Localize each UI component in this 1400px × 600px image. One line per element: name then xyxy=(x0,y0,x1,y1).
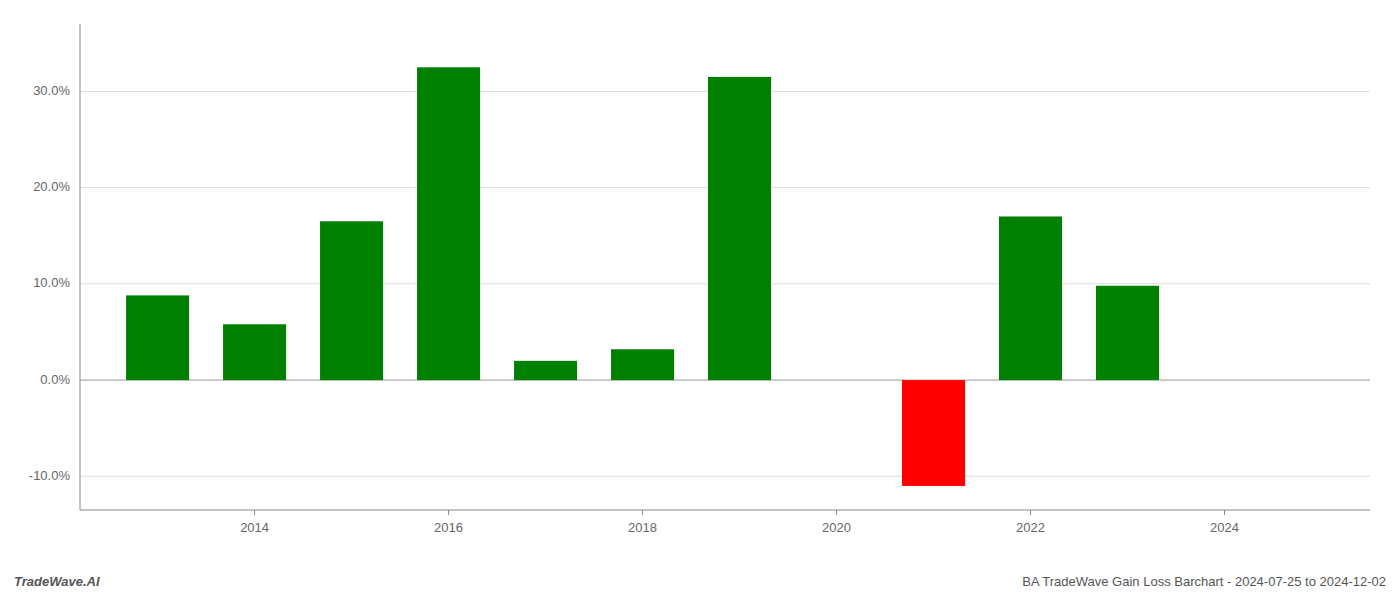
x-tick xyxy=(642,510,643,515)
y-tick-label: 30.0% xyxy=(33,83,70,98)
grid-line xyxy=(80,476,1370,477)
x-tick xyxy=(1030,510,1031,515)
y-axis-line xyxy=(80,24,81,510)
y-tick-label: 0.0% xyxy=(40,372,70,387)
x-tick-label: 2018 xyxy=(628,520,657,535)
x-tick xyxy=(448,510,449,515)
x-tick-label: 2024 xyxy=(1210,520,1239,535)
bar xyxy=(126,295,189,380)
bar xyxy=(223,324,286,380)
x-tick-label: 2022 xyxy=(1016,520,1045,535)
y-tick-label: -10.0% xyxy=(29,468,71,483)
bar xyxy=(902,380,965,486)
x-tick-label: 2020 xyxy=(822,520,851,535)
x-tick xyxy=(254,510,255,515)
x-tick-label: 2014 xyxy=(240,520,269,535)
x-tick xyxy=(836,510,837,515)
x-ticks: 2014 2016 2018 2020 2022 2024 xyxy=(240,510,1239,535)
chart: -10.0% 0.0% 10.0% 20.0% 30.0% 2014 2016 2018 202… xyxy=(0,0,1400,600)
x-tick xyxy=(1224,510,1225,515)
y-tick-labels: -10.0% 0.0% 10.0% 20.0% 30.0% xyxy=(29,83,71,483)
y-tick-label: 20.0% xyxy=(33,179,70,194)
footer-right: BA TradeWave Gain Loss Barchart - 2024-0… xyxy=(1022,574,1386,589)
x-tick-label: 2016 xyxy=(434,520,463,535)
bar xyxy=(611,349,674,380)
bar xyxy=(320,221,383,380)
bar xyxy=(417,67,480,380)
y-tick-label: 10.0% xyxy=(33,275,70,290)
bars xyxy=(126,67,1159,486)
footer-left: TradeWave.AI xyxy=(14,574,100,589)
bar xyxy=(708,77,771,380)
bar xyxy=(1096,286,1159,380)
bar xyxy=(514,361,577,380)
bar xyxy=(999,216,1062,380)
x-axis-line xyxy=(80,510,1370,511)
